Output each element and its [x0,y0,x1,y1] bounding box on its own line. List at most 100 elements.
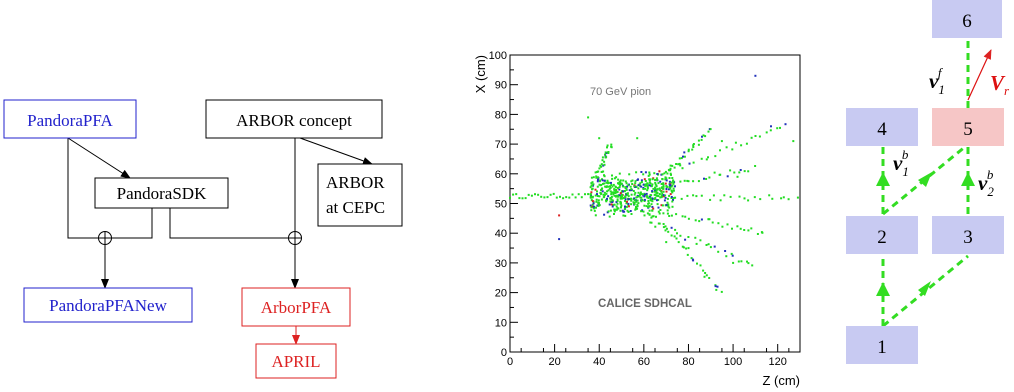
hit-point [717,250,720,253]
hit-point [604,153,606,156]
hit-point [625,187,628,189]
hit-point [600,192,603,195]
hit-point [613,213,615,215]
hit-point [654,225,657,228]
hit-point [637,187,640,190]
hit-point [603,179,606,182]
hit-point [697,139,700,142]
hit-point [758,135,761,138]
hit-point [591,181,594,184]
hit-point [600,184,603,186]
hit-point [746,260,748,263]
hit-point [654,183,657,186]
hit-point [731,148,734,151]
edge-1-to-3 [882,254,969,328]
node-arborpfa-label: ArborPFA [261,298,332,317]
hit-point [631,183,634,185]
hit-point [597,202,600,205]
hit-point [780,197,783,200]
hit-point [524,197,527,200]
hit-point [630,193,633,196]
hit-point [606,146,608,149]
hit-point [598,195,601,198]
hit-point [596,193,598,196]
tree-node-1: 1 [846,326,918,364]
hit-point [747,262,750,265]
hit-point [676,232,678,235]
hit-point [705,178,708,180]
hit-point [662,194,665,197]
hit-point [668,183,671,186]
hit-point [719,173,722,176]
hit-point [725,146,728,149]
hit-point [612,191,615,194]
hit-point [608,187,611,190]
hit-point [738,195,741,198]
hit-point [668,188,670,191]
tree-node-2-label: 2 [877,227,887,248]
hit-point [669,164,672,167]
hit-point [662,190,665,193]
hit-point [600,198,603,201]
hit-point [655,184,658,187]
hit-point [665,204,668,207]
hit-point [697,180,700,183]
hit-point [697,143,700,146]
hit-point [672,187,675,190]
hit-point [716,285,719,288]
hit-point [672,198,674,201]
x-tick-label: 100 [724,356,742,368]
hit-point [711,221,714,224]
hit-point [610,198,613,201]
hit-point [616,191,619,193]
hit-point [726,175,729,178]
hit-point [658,212,661,215]
node-pandorapfanew-label: PandoraPFANew [49,296,167,315]
hit-point [740,144,743,147]
hit-point [602,164,605,167]
hit-point [610,143,613,146]
hit-point [655,188,658,191]
hit-point [681,215,684,218]
hit-point [601,179,604,182]
hit-point [654,193,657,196]
merge-symbol-2 [288,231,302,245]
node-arbor-concept-label: ARBOR concept [236,111,352,130]
hit-point [657,206,660,209]
hit-point [591,203,594,206]
hit-point [618,188,621,191]
hit-point [668,177,671,179]
hit-point [714,155,717,158]
label-v1f: v1f [929,65,945,97]
hit-point [637,184,640,187]
hit-point [738,171,741,174]
hit-point [756,233,759,235]
hit-point [734,141,737,144]
hit-point [600,189,602,192]
hit-point [712,194,715,197]
hit-point [607,195,610,198]
hit-point [662,212,665,215]
hit-point [654,179,657,181]
hit-point [694,236,697,239]
hit-point [604,151,607,154]
hit-point [653,197,656,200]
hit-point [667,168,670,171]
hit-point [624,205,626,208]
hit-point [713,245,716,248]
hit-point [636,205,639,208]
hit-point [646,212,649,215]
hit-point [594,171,597,174]
hit-point [618,172,621,175]
hit-point [605,199,607,202]
hit-point [620,182,623,185]
hit-point [770,125,772,128]
hit-point [708,176,711,179]
hit-point [607,189,610,192]
tree-node-4: 4 [846,108,918,146]
hit-point [589,195,592,198]
hit-point [662,183,665,186]
hit-point [792,140,795,143]
x-tick-label: 80 [682,356,694,368]
hit-point [605,156,608,158]
